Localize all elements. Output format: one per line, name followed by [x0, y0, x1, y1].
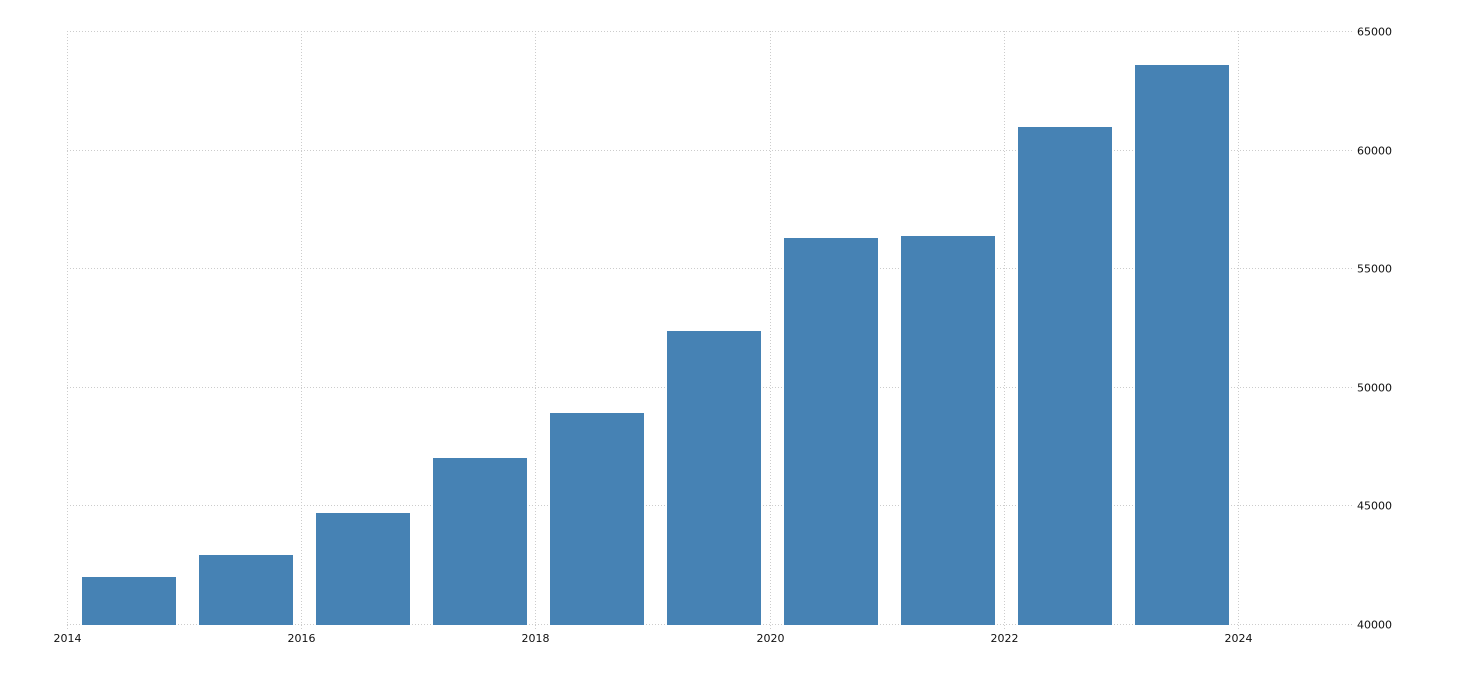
x-tick-label: 2014 [54, 632, 82, 645]
y-tick-label: 40000 [1357, 619, 1392, 632]
bar-2019: 2019: 48900 [550, 413, 644, 625]
x-tick-label: 2024 [1225, 632, 1253, 645]
bar-2017: 2017: 44700 [316, 513, 410, 625]
bar-2015: 2015: 42000 [82, 577, 176, 625]
bar-2018: 2018: 47000 [433, 458, 527, 625]
x-axis: 2014 2016 2018 2020 2022 2024 [54, 632, 1253, 645]
y-tick-label: 60000 [1357, 145, 1392, 158]
bar-2022: 2022: 56360 [901, 236, 995, 625]
bar-2024: 2024: 63570 [1135, 65, 1229, 625]
y-tick-label: 65000 [1357, 26, 1392, 39]
y-tick-label: 45000 [1357, 500, 1392, 513]
bar-2021: 2021: 56270 [784, 238, 878, 625]
y-axis: 40000 45000 50000 55000 60000 65000 [1357, 26, 1392, 632]
x-tick-label: 2018 [522, 632, 550, 645]
bar-2016: 2016: 42900 [199, 555, 293, 625]
x-tick-label: 2020 [757, 632, 785, 645]
bar-2020: 2020: 52350 [667, 331, 761, 625]
x-tick-label: 2022 [991, 632, 1019, 645]
bar-2023: 2023: 60950 [1018, 127, 1112, 625]
x-tick-label: 2016 [288, 632, 316, 645]
bar-series: 2015: 42000 2016: 42900 2017: 447002018: 4… [82, 65, 1229, 625]
y-tick-label: 55000 [1357, 263, 1392, 276]
y-tick-label: 50000 [1357, 382, 1392, 395]
